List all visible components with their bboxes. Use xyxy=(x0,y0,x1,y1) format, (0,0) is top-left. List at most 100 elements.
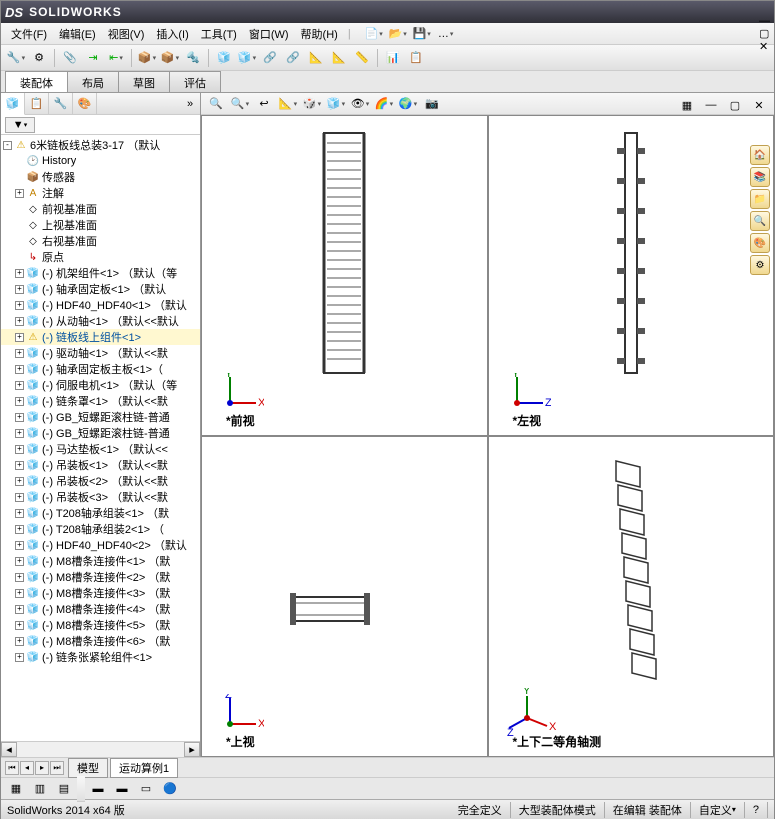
expand-icon[interactable]: + xyxy=(15,493,24,502)
expand-icon[interactable]: + xyxy=(15,637,24,646)
assem5-icon[interactable]: 📐 xyxy=(305,48,327,68)
viewport-2[interactable]: X Z *上视 xyxy=(201,436,488,757)
dimension-icon[interactable]: ⇤▾ xyxy=(105,48,127,68)
tree-item-27[interactable]: +🧊(-) M8槽条连接件<2> （默 xyxy=(1,569,200,585)
tab-last-icon[interactable]: ⏭ xyxy=(50,761,64,775)
expand-panel-icon[interactable]: » xyxy=(180,93,200,114)
feature3-icon[interactable]: 🔩 xyxy=(182,48,204,68)
tree-h-scrollbar[interactable]: ◂ ▸ xyxy=(1,741,200,757)
side-view-icon[interactable]: 🔍 xyxy=(750,211,770,231)
assem2-icon[interactable]: 🧊▾ xyxy=(236,48,258,68)
tree-item-20[interactable]: +🧊(-) 吊装板<1> （默认<<默 xyxy=(1,457,200,473)
zoom-area-icon[interactable]: 🔍▾ xyxy=(229,94,251,114)
tree-item-11[interactable]: +🧊(-) 从动轴<1> （默认<<默认 xyxy=(1,313,200,329)
expand-icon[interactable] xyxy=(15,221,24,230)
assem9-icon[interactable]: 📋 xyxy=(405,48,427,68)
tree-item-23[interactable]: +🧊(-) T208轴承组装<1> （默 xyxy=(1,505,200,521)
status-help-icon[interactable]: ? xyxy=(745,802,768,818)
tree-item-31[interactable]: +🧊(-) M8槽条连接件<6> （默 xyxy=(1,633,200,649)
ob-1-icon[interactable]: ▦ xyxy=(5,779,27,799)
expand-icon[interactable]: + xyxy=(15,301,24,310)
appearance-tab-icon[interactable]: 🎨 xyxy=(73,93,97,114)
options-icon[interactable]: ⚙ xyxy=(28,48,50,68)
tab-first-icon[interactable]: ⏮ xyxy=(5,761,19,775)
assem1-icon[interactable]: 🧊 xyxy=(213,48,235,68)
tree-item-3[interactable]: +A注解 xyxy=(1,185,200,201)
tree-item-26[interactable]: +🧊(-) M8槽条连接件<1> （默 xyxy=(1,553,200,569)
ribbon-tab-3[interactable]: 评估 xyxy=(169,71,221,92)
tree-item-21[interactable]: +🧊(-) 吊装板<2> （默认<<默 xyxy=(1,473,200,489)
tree-item-0[interactable]: -⚠6米链板线总装3-17 （默认 xyxy=(1,137,200,153)
tab-next-icon[interactable]: ▸ xyxy=(35,761,49,775)
assem7-icon[interactable]: 📏 xyxy=(351,48,373,68)
tree-item-6[interactable]: ◇右视基准面 xyxy=(1,233,200,249)
view-orient-icon[interactable]: 🎲▾ xyxy=(301,94,323,114)
assem6-icon[interactable]: 📐 xyxy=(328,48,350,68)
tree-item-13[interactable]: +🧊(-) 驱动轴<1> （默认<<默 xyxy=(1,345,200,361)
ob-6-icon[interactable]: ▭ xyxy=(135,779,157,799)
menu-0[interactable]: 文件(F) xyxy=(5,27,53,43)
scroll-right-icon[interactable]: ▸ xyxy=(184,742,200,757)
expand-icon[interactable]: + xyxy=(15,397,24,406)
expand-icon[interactable]: + xyxy=(15,461,24,470)
expand-icon[interactable]: + xyxy=(15,477,24,486)
ob-3-icon[interactable]: ▤ xyxy=(53,779,75,799)
expand-icon[interactable]: + xyxy=(15,557,24,566)
expand-icon[interactable]: + xyxy=(15,269,24,278)
expand-icon[interactable]: + xyxy=(15,445,24,454)
viewport-0[interactable]: X Y *前视 xyxy=(201,115,488,436)
tree-item-32[interactable]: +🧊(-) 链条张紧轮组件<1> xyxy=(1,649,200,665)
bottom-tab-1[interactable]: 运动算例1 xyxy=(110,758,178,778)
expand-icon[interactable]: + xyxy=(15,621,24,630)
close-button[interactable]: ✕ xyxy=(759,40,770,53)
ribbon-tab-2[interactable]: 草图 xyxy=(118,71,170,92)
vp-panes-icon[interactable]: ▦ xyxy=(676,95,698,115)
tree-item-25[interactable]: +🧊(-) HDF40_HDF40<2> （默认 xyxy=(1,537,200,553)
hide-show-icon[interactable]: 👁▾ xyxy=(349,94,371,114)
print-icon[interactable]: …▾ xyxy=(435,24,457,44)
assem3-icon[interactable]: 🔗 xyxy=(259,48,281,68)
tree-item-17[interactable]: +🧊(-) GB_短螺距滚柱链-普通 xyxy=(1,409,200,425)
tree-item-12[interactable]: +⚠(-) 链板线上组件<1> xyxy=(1,329,200,345)
tree-item-8[interactable]: +🧊(-) 机架组件<1> （默认（等 xyxy=(1,265,200,281)
assem4-icon[interactable]: 🔗 xyxy=(282,48,304,68)
expand-icon[interactable] xyxy=(15,173,24,182)
viewport-3[interactable]: X Y Z *上下二等角轴测 xyxy=(488,436,775,757)
side-library-icon[interactable]: 📚 xyxy=(750,167,770,187)
ob-2-icon[interactable]: ▥ xyxy=(29,779,51,799)
expand-icon[interactable]: + xyxy=(15,189,24,198)
scroll-track[interactable] xyxy=(17,742,184,757)
scroll-left-icon[interactable]: ◂ xyxy=(1,742,17,757)
new-file-icon[interactable]: 📄▾ xyxy=(363,24,385,44)
tree-item-28[interactable]: +🧊(-) M8槽条连接件<3> （默 xyxy=(1,585,200,601)
tree-item-19[interactable]: +🧊(-) 马达垫板<1> （默认<< xyxy=(1,441,200,457)
tree-item-29[interactable]: +🧊(-) M8槽条连接件<4> （默 xyxy=(1,601,200,617)
menu-5[interactable]: 窗口(W) xyxy=(243,27,295,43)
menu-6[interactable]: 帮助(H) xyxy=(295,27,344,43)
expand-icon[interactable]: + xyxy=(15,365,24,374)
scene-icon[interactable]: 🌈▾ xyxy=(373,94,395,114)
ribbon-tab-0[interactable]: 装配体 xyxy=(5,71,68,92)
tree-item-1[interactable]: 🕑History xyxy=(1,153,200,169)
tree-item-22[interactable]: +🧊(-) 吊装板<3> （默认<<默 xyxy=(1,489,200,505)
feature2-icon[interactable]: 📦▾ xyxy=(159,48,181,68)
display-style-icon[interactable]: 🧊▾ xyxy=(325,94,347,114)
side-explorer-icon[interactable]: 📁 xyxy=(750,189,770,209)
tree-item-10[interactable]: +🧊(-) HDF40_HDF40<1> （默认 xyxy=(1,297,200,313)
vp-minimize-icon[interactable]: — xyxy=(700,95,722,115)
config-tab-icon[interactable]: 📋 xyxy=(25,93,49,114)
tree-item-2[interactable]: 📦传感器 xyxy=(1,169,200,185)
side-appear-icon[interactable]: 🎨 xyxy=(750,233,770,253)
save-icon[interactable]: 💾▾ xyxy=(411,24,433,44)
expand-icon[interactable]: + xyxy=(15,589,24,598)
expand-icon[interactable]: + xyxy=(15,333,24,342)
tree-item-24[interactable]: +🧊(-) T208轴承组装2<1> （ xyxy=(1,521,200,537)
prev-view-icon[interactable]: ↩ xyxy=(253,94,275,114)
side-custom-icon[interactable]: ⚙ xyxy=(750,255,770,275)
vp-maximize-icon[interactable]: ▢ xyxy=(724,95,746,115)
menu-4[interactable]: 工具(T) xyxy=(195,27,243,43)
open-file-icon[interactable]: 📂▾ xyxy=(387,24,409,44)
ob-7-icon[interactable]: 🔵 xyxy=(159,779,181,799)
tree-item-30[interactable]: +🧊(-) M8槽条连接件<5> （默 xyxy=(1,617,200,633)
expand-icon[interactable]: + xyxy=(15,541,24,550)
